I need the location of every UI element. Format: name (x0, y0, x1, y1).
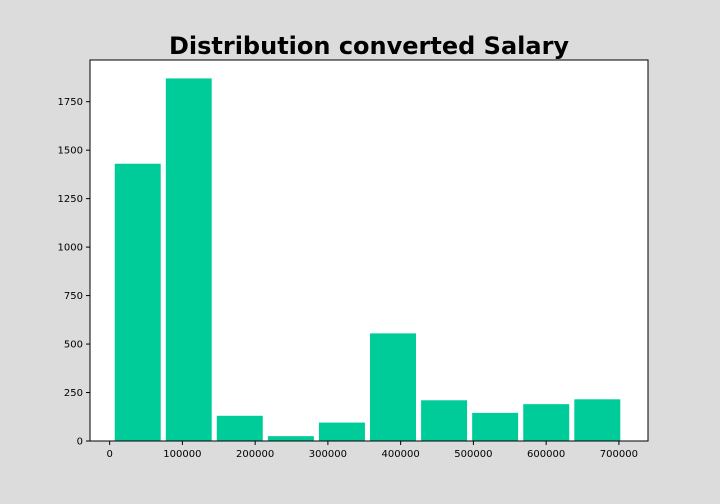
histogram-bar-10 (574, 399, 621, 441)
histogram-bar-7 (421, 400, 468, 441)
histogram-bar-3 (216, 415, 263, 441)
x-tick-label: 100000 (163, 449, 201, 460)
y-tick-label: 1250 (58, 194, 83, 205)
y-tick-label: 250 (64, 388, 83, 399)
x-tick-label: 400000 (382, 449, 420, 460)
x-tick-label: 200000 (236, 449, 274, 460)
histogram-bar-2 (165, 78, 212, 441)
y-tick-label: 500 (64, 340, 83, 351)
bars-group (114, 78, 621, 441)
y-axis: 0 250 500 750 1000 1250 1500 1750 (58, 97, 90, 448)
x-tick-label: 700000 (600, 449, 638, 460)
x-tick-label: 600000 (527, 449, 565, 460)
histogram-bar-9 (523, 404, 570, 441)
histogram-bar-6 (370, 333, 416, 441)
y-tick-label: 1750 (58, 97, 83, 108)
histogram-bar-8 (472, 412, 519, 441)
y-tick-label: 750 (64, 291, 83, 302)
chart-title: Distribution converted Salary (169, 32, 569, 60)
x-tick-label: 0 (106, 449, 112, 460)
y-tick-label: 0 (77, 437, 83, 448)
histogram-bar-1 (114, 163, 161, 441)
x-axis: 0 100000 200000 300000 400000 500000 600000 700… (106, 441, 638, 460)
x-tick-label: 300000 (309, 449, 347, 460)
histogram-bar-4 (267, 436, 314, 441)
x-tick-label: 500000 (454, 449, 492, 460)
plot-frame (89, 59, 649, 442)
y-tick-label: 1000 (58, 243, 83, 254)
histogram-bar-5 (318, 422, 365, 441)
y-tick-label: 1500 (58, 146, 83, 157)
